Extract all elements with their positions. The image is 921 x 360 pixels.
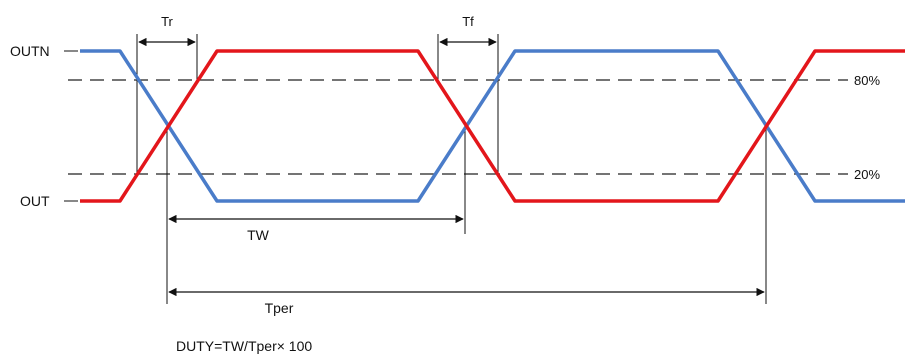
tf-label: Tf xyxy=(462,14,474,29)
out-label: OUT xyxy=(20,193,50,209)
duty-formula: DUTY=TW/Tper× 100 xyxy=(176,338,312,354)
tper-label: Tper xyxy=(265,300,294,316)
tr-label: Tr xyxy=(161,14,173,29)
threshold-80-label: 80% xyxy=(854,73,880,88)
outn-label: OUTN xyxy=(10,43,50,59)
tw-label: TW xyxy=(247,227,270,243)
threshold-20-label: 20% xyxy=(854,167,880,182)
out-waveform xyxy=(80,49,905,203)
